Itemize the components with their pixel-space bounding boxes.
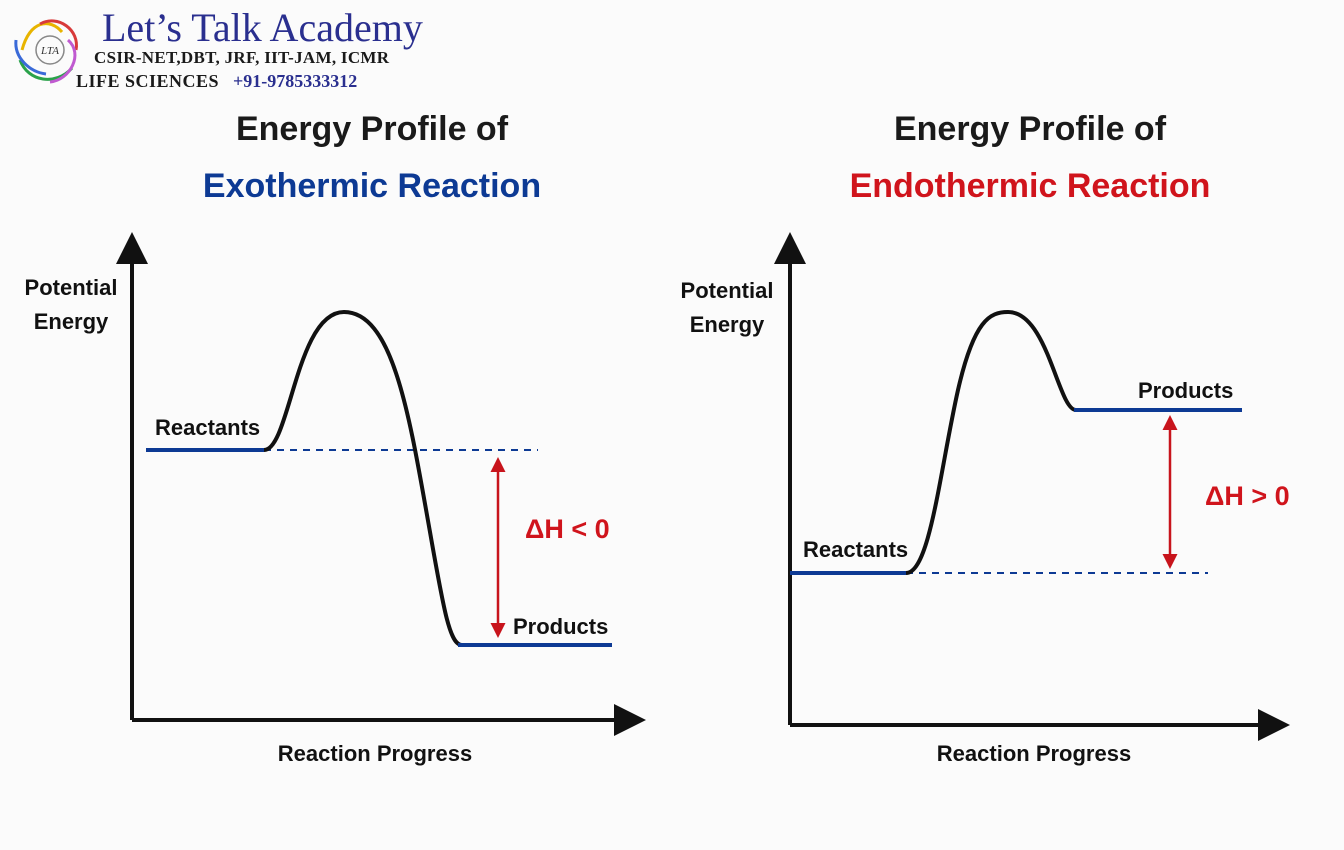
logo-text: LTA <box>40 45 59 57</box>
endothermic-title-line2: Endothermic Reaction <box>849 167 1211 205</box>
endothermic-reactants-label: Reactants <box>803 537 908 562</box>
brand-contact: LIFE SCIENCES +91-9785333312 <box>76 71 357 92</box>
endothermic-title-line1: Energy Profile of <box>893 110 1167 148</box>
exothermic-y-label-1: Potential <box>25 275 118 300</box>
exothermic-diagram: Potential Energy Reaction Progress React… <box>25 232 646 766</box>
brand-field: LIFE SCIENCES <box>76 71 220 91</box>
exothermic-reactants-label: Reactants <box>155 415 260 440</box>
endothermic-products-label: Products <box>1138 378 1233 403</box>
exothermic-energy-curve <box>263 309 463 647</box>
endothermic-energy-curve <box>905 309 1077 575</box>
brand-header: LTA Let’s Talk Academy CSIR-NET,DBT, JRF… <box>10 6 480 98</box>
brand-phone: +91-9785333312 <box>233 71 358 91</box>
exothermic-x-label: Reaction Progress <box>278 741 472 766</box>
exothermic-delta-h-label: ΔH < 0 <box>525 514 610 544</box>
endothermic-title: Energy Profile of Endothermic Reaction <box>830 110 1230 206</box>
exothermic-title-line1: Energy Profile of <box>235 110 509 148</box>
endothermic-y-label-2: Energy <box>690 312 765 337</box>
endothermic-delta-h-label: ΔH > 0 <box>1205 481 1290 511</box>
exothermic-y-label-2: Energy <box>34 309 109 334</box>
endothermic-diagram: Potential Energy Reaction Progress React… <box>681 232 1290 766</box>
brand-exams: CSIR-NET,DBT, JRF, IIT-JAM, ICMR <box>94 48 390 67</box>
exothermic-title-line2: Exothermic Reaction <box>202 167 542 205</box>
exothermic-title: Energy Profile of Exothermic Reaction <box>172 110 572 206</box>
endothermic-y-label-1: Potential <box>681 278 774 303</box>
endothermic-x-label: Reaction Progress <box>937 741 1131 766</box>
brand-name: Let’s Talk Academy <box>102 5 423 50</box>
academy-logo: LTA <box>14 19 78 84</box>
exothermic-products-label: Products <box>513 614 608 639</box>
